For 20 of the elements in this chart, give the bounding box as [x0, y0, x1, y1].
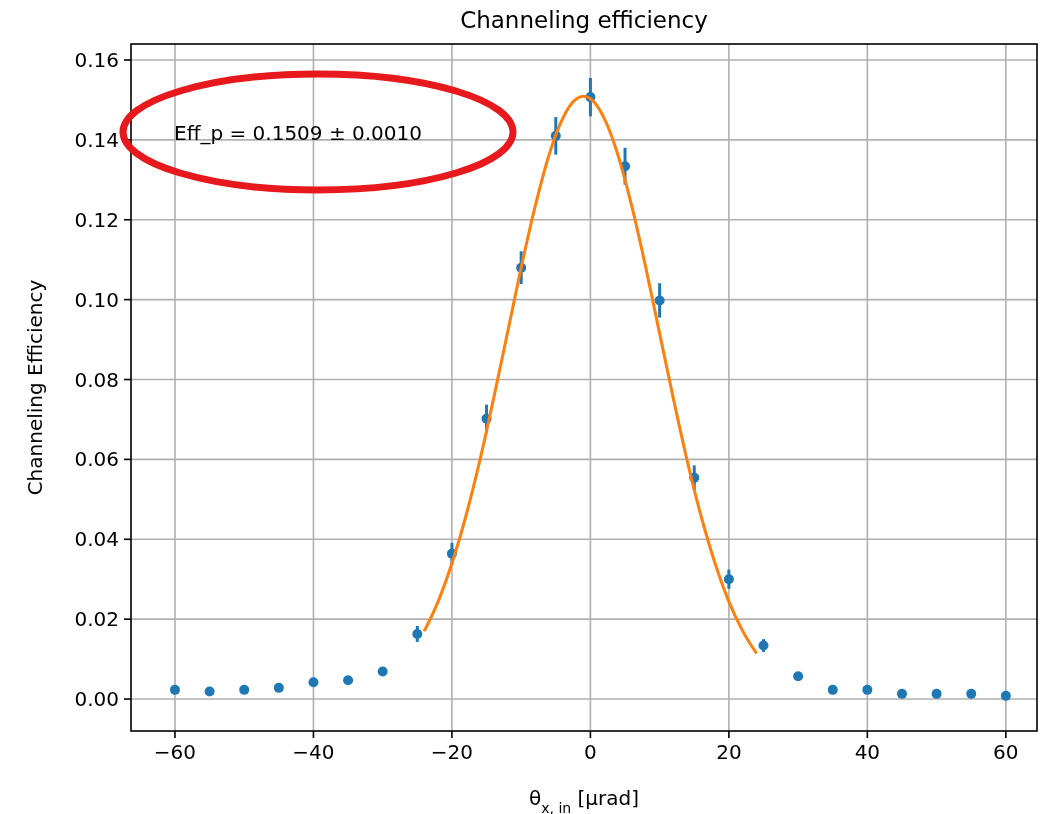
x-tick-label: 20	[716, 740, 742, 764]
y-tick-label: 0.14	[74, 127, 119, 152]
x-tick-label: −60	[153, 740, 197, 764]
x-tick-label: 60	[993, 740, 1019, 764]
x-tick-label: −20	[430, 740, 474, 764]
y-tick-label: 0.10	[74, 287, 119, 312]
y-tick-label: 0.06	[74, 447, 119, 472]
chart-title: Channeling efficiency	[460, 7, 708, 33]
x-tick-label: 40	[854, 740, 881, 764]
x-tick-label: 0	[584, 740, 597, 764]
y-tick-label: 0.12	[74, 207, 119, 232]
y-axis-title: Channeling Efficiency	[23, 279, 47, 496]
y-tick-label: 0.08	[74, 367, 119, 392]
x-tick-label: −40	[292, 740, 335, 764]
annotation: Eff_p = 0.1509 ± 0.0010	[174, 121, 423, 145]
y-tick-label: 0.00	[74, 687, 119, 712]
y-tick-label: 0.04	[74, 527, 119, 552]
x-axis-title: θ$_{x, in}$ [μrad]	[528, 786, 640, 814]
y-tick-label: 0.02	[74, 607, 119, 632]
y-tick-label: 0.16	[74, 47, 119, 72]
